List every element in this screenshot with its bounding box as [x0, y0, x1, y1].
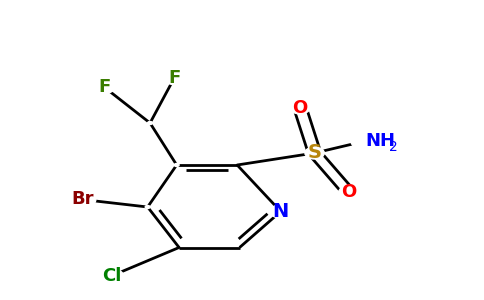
- Circle shape: [305, 147, 324, 159]
- Circle shape: [339, 186, 358, 198]
- Text: Br: Br: [71, 190, 93, 208]
- Text: S: S: [308, 143, 321, 163]
- Text: NH: NH: [365, 132, 395, 150]
- Circle shape: [99, 268, 123, 284]
- Circle shape: [174, 164, 179, 166]
- Text: 2: 2: [389, 140, 398, 154]
- Circle shape: [270, 205, 291, 218]
- Circle shape: [164, 71, 185, 85]
- Circle shape: [145, 206, 150, 208]
- Circle shape: [290, 102, 310, 114]
- Text: Cl: Cl: [102, 267, 121, 285]
- Text: F: F: [98, 78, 110, 96]
- Text: O: O: [292, 99, 308, 117]
- Circle shape: [93, 80, 115, 94]
- Text: F: F: [168, 69, 181, 87]
- Circle shape: [69, 191, 96, 208]
- Text: O: O: [341, 183, 356, 201]
- Text: N: N: [272, 202, 289, 221]
- Circle shape: [351, 132, 380, 150]
- Circle shape: [148, 122, 152, 124]
